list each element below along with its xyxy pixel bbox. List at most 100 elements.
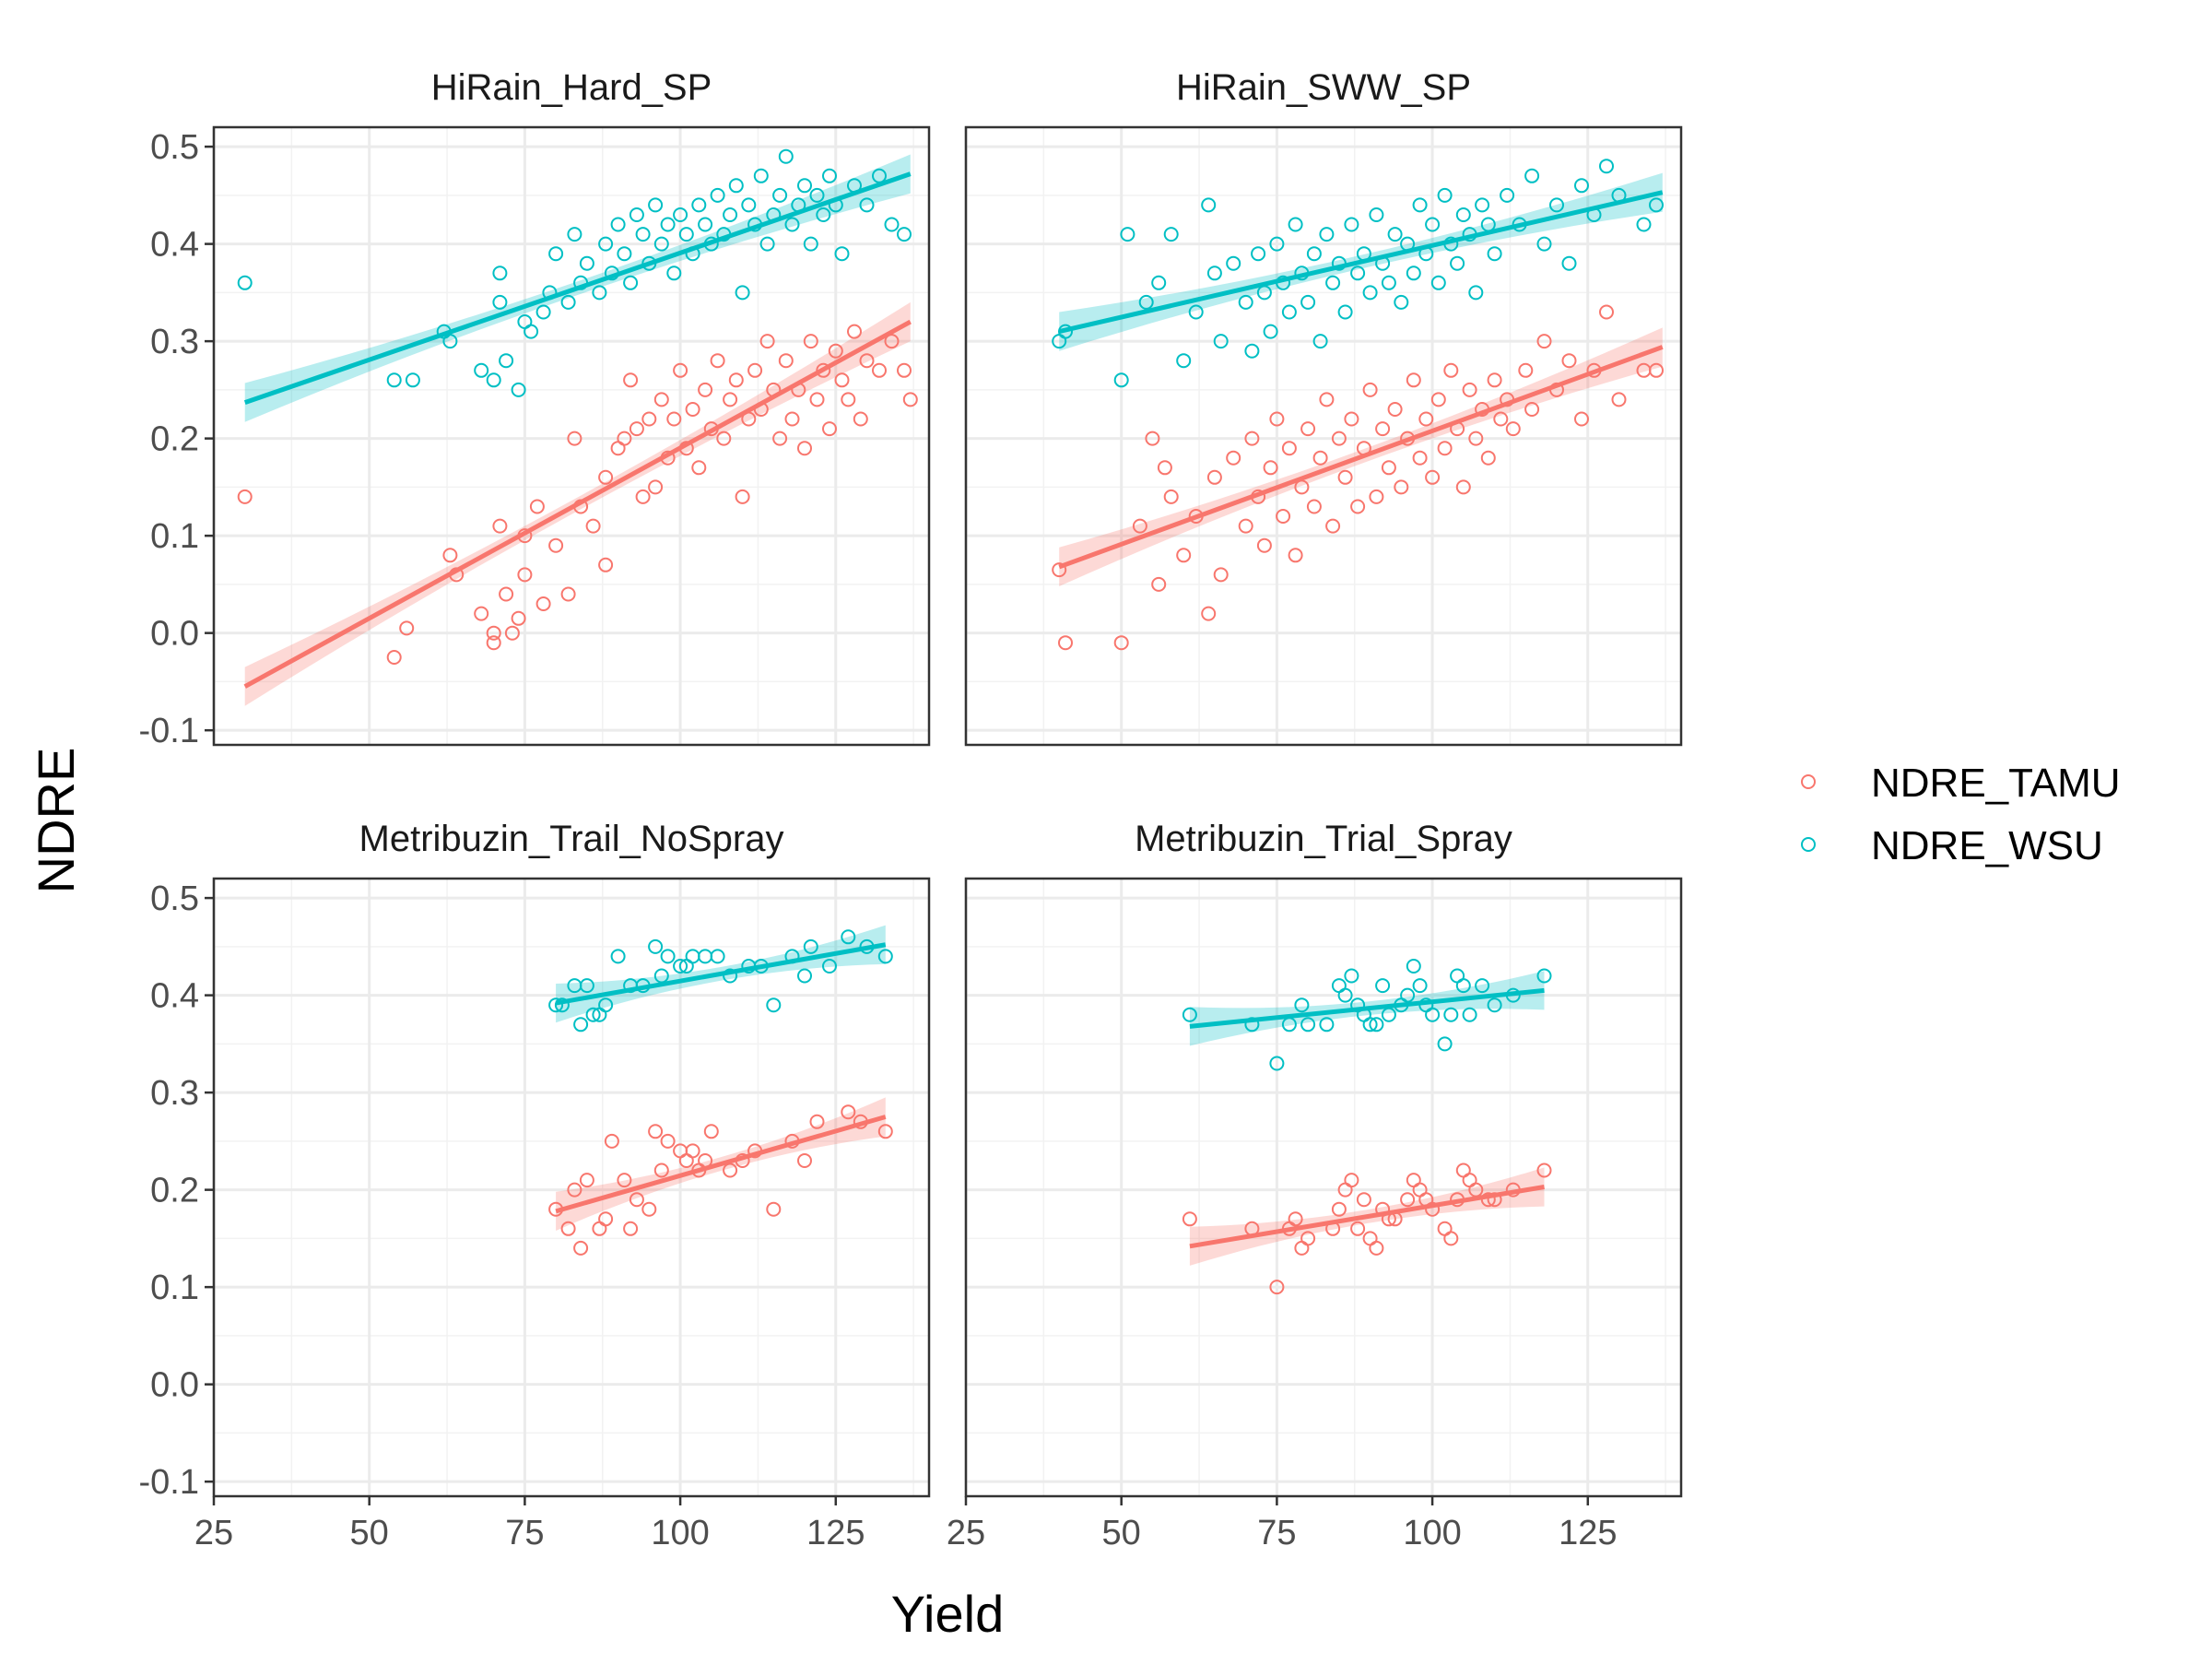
data-point <box>535 304 551 320</box>
data-point <box>897 227 912 242</box>
data-point <box>1151 275 1167 290</box>
data-point <box>1369 207 1384 222</box>
x-tick-label: 100 <box>651 1514 709 1552</box>
data-point <box>548 246 564 262</box>
data-point <box>1425 1201 1441 1217</box>
data-point <box>548 997 564 1013</box>
data-point <box>660 949 676 964</box>
data-point <box>822 168 837 183</box>
data-point <box>511 610 526 626</box>
y-tick-label: -0.1 <box>139 712 199 750</box>
data-point <box>1536 236 1552 252</box>
data-point <box>859 353 875 369</box>
data-point <box>1251 246 1266 262</box>
data-point <box>710 187 725 203</box>
data-point <box>735 489 750 504</box>
data-point <box>1058 324 1073 339</box>
data-point <box>548 537 564 553</box>
data-point <box>442 334 458 349</box>
data-point <box>803 938 818 954</box>
data-point <box>884 217 900 232</box>
data-point <box>1337 469 1353 485</box>
data-point <box>1425 1007 1441 1022</box>
data-point <box>723 1162 738 1178</box>
data-point <box>741 197 757 213</box>
data-point <box>1276 509 1291 524</box>
data-point <box>1599 159 1614 174</box>
data-point <box>1300 1017 1316 1033</box>
data-point <box>884 334 900 349</box>
data-point <box>1381 460 1396 476</box>
data-point <box>1058 635 1073 651</box>
facet-title: HiRain_SWW_SP <box>1176 67 1471 108</box>
data-point <box>1443 362 1459 378</box>
data-point <box>841 392 856 407</box>
data-point <box>1412 450 1428 466</box>
data-point <box>1418 411 1434 427</box>
data-point <box>1412 978 1428 994</box>
data-point <box>1536 1162 1552 1178</box>
facet-panel: Metribuzin_Trail_NoSpray -0.1 0.0 0.1 0.2 0.3… <box>139 819 931 1552</box>
data-point <box>716 431 732 446</box>
x-tick-label: 25 <box>947 1514 985 1552</box>
data-point <box>1226 450 1241 466</box>
data-point <box>1151 576 1167 592</box>
y-tick-label: 0.4 <box>150 226 199 265</box>
x-tick-label: 125 <box>806 1514 865 1552</box>
panel-background <box>214 127 929 745</box>
data-point <box>778 353 794 369</box>
panel-border <box>964 125 1683 747</box>
data-point <box>641 1201 657 1217</box>
data-point <box>728 178 744 194</box>
data-point <box>1524 168 1540 183</box>
data-point <box>504 625 520 641</box>
data-point <box>1344 217 1359 232</box>
data-point <box>1437 1036 1453 1052</box>
data-point <box>673 959 688 974</box>
data-point <box>629 421 644 437</box>
data-point <box>1238 518 1253 534</box>
data-point <box>1437 441 1453 456</box>
data-point <box>1356 1192 1371 1208</box>
data-point <box>1455 978 1471 994</box>
data-point <box>1369 489 1384 504</box>
data-point <box>1430 392 1446 407</box>
data-point <box>1369 1017 1384 1033</box>
data-point <box>1487 372 1502 388</box>
data-point <box>237 275 253 290</box>
data-point <box>698 217 713 232</box>
data-point <box>604 1133 619 1149</box>
data-point <box>1325 518 1341 534</box>
data-point <box>660 1133 676 1149</box>
data-point <box>841 929 856 945</box>
data-point <box>1425 469 1441 485</box>
panel-background <box>966 127 1681 745</box>
data-point <box>1157 460 1172 476</box>
panel-background <box>966 879 1681 1496</box>
data-point <box>822 421 837 437</box>
data-point <box>399 620 415 636</box>
data-point <box>1468 285 1484 301</box>
panel-background <box>214 879 929 1496</box>
data-point <box>617 431 632 446</box>
data-point <box>629 207 644 222</box>
y-tick-label: 0.0 <box>150 615 199 654</box>
data-point <box>1425 217 1441 232</box>
data-point <box>772 431 788 446</box>
data-point <box>666 411 682 427</box>
data-point <box>1524 402 1540 417</box>
data-point <box>1344 968 1359 984</box>
data-point <box>1213 567 1229 583</box>
data-point <box>535 596 551 611</box>
data-point <box>1350 1221 1366 1236</box>
data-point <box>834 372 850 388</box>
data-point <box>797 441 812 456</box>
data-point <box>499 353 514 369</box>
data-point <box>1350 266 1366 281</box>
data-point <box>1120 227 1135 242</box>
data-point <box>1500 187 1515 203</box>
data-point <box>797 968 812 984</box>
data-point <box>641 411 657 427</box>
data-point <box>237 489 253 504</box>
